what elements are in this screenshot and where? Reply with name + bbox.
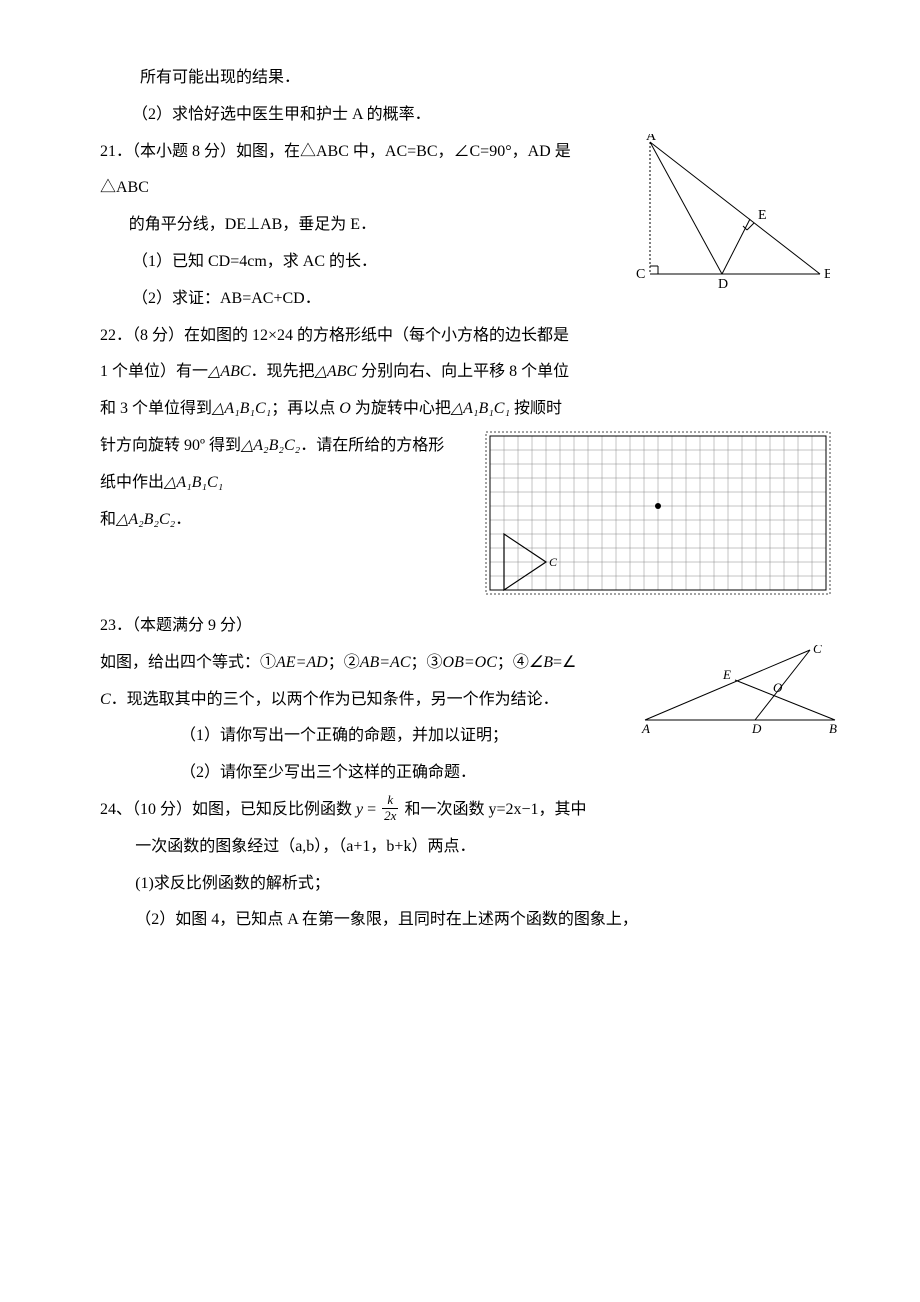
q22-o: O [339,400,351,417]
q22-abc: △ABC [208,363,251,380]
q22-l3a: 和 3 个单位得到 [100,400,212,417]
q22-a1c: △A₁B₁C₁ [164,474,223,491]
q24-p1: (1)求反比例函数的解析式； [100,866,840,903]
q23-eq1: AE=AD [276,654,328,671]
q22-l5b: ． [175,511,191,528]
q24-l1: 24、（10 分）如图，已知反比例函数 y = k2x 和一次函数 y=2x−1… [100,792,840,829]
svg-text:D: D [751,721,762,736]
q22-a2: △A₂B₂C₂ [241,437,300,454]
q24-l1a: 24、（10 分）如图，已知反比例函数 [100,801,356,818]
q20-line1: 所有可能出现的结果． [100,60,840,97]
q22-l3: 和 3 个单位得到△A₁B₁C₁；再以点 O 为旋转中心把△A₁B₁C₁ 按顺时 [100,391,840,428]
q21-figure: A C B D E [610,134,830,289]
q24-l2: 一次函数的图象经过（a,b），（a+1，b+k）两点． [100,829,840,866]
q23-l1a: 如图，给出四个等式：① [100,654,276,671]
q23-l1d: ；④ [497,654,529,671]
q23-eq3: OB=OC [443,654,497,671]
q22-l5a: 和 [100,511,116,528]
q23-eqb: ∠B [529,654,553,671]
q22-l2a: 1 个单位）有一 [100,363,208,380]
q22-a1: △A₁B₁C₁ [212,400,271,417]
q24-num: k [382,793,398,808]
svg-text:O: O [773,680,783,695]
svg-text:B: B [829,721,837,736]
svg-text:A: A [641,721,650,736]
q23-l1c: ；③ [411,654,443,671]
q24-l1b: 和一次函数 y=2x−1，其中 [400,801,586,818]
q24-den: 2x [382,809,398,823]
q20-line2: （2）求恰好选中医生甲和护士 A 的概率． [100,97,840,134]
q22-l1: 22．（8 分）在如图的 12×24 的方格形纸中（每个小方格的边长都是 [100,318,840,355]
q22-a2b: △A₂B₂C₂ [116,511,175,528]
q22-l2c: 分别向右、向上平移 8 个单位 [357,363,569,380]
q23-p2: （2）请你至少写出三个这样的正确命题． [100,755,840,792]
q23-l2t: ．现选取其中的三个，以两个作为已知条件，另一个作为结论． [111,691,559,708]
q22-abc2: △ABC [315,363,358,380]
q24-fraction: k2x [382,793,398,823]
q22-a1b: △A₁B₁C₁ [451,400,510,417]
svg-text:C: C [549,555,558,569]
svg-text:C: C [636,267,645,282]
q23-eqc: C [100,691,111,708]
q23-h: 23．（本题满分 9 分） [100,608,840,645]
q24-eq: = [363,801,380,818]
q22-l4a: 针方向旋转 90º 得到 [100,437,241,454]
q23-l1b: ；② [328,654,360,671]
q23-eqeq: =∠ [553,654,576,671]
q23-eq2: AB=AC [360,654,411,671]
q24-p2: （2）如图 4，已知点 A 在第一象限，且同时在上述两个函数的图象上， [100,902,840,939]
q23-figure: A B C D E O [640,645,840,740]
svg-text:E: E [758,208,767,223]
svg-text:D: D [718,277,728,289]
svg-text:E: E [722,667,731,682]
svg-text:B: B [824,267,830,282]
q22-l2: 1 个单位）有一△ABC．现先把△ABC 分别向右、向上平移 8 个单位 [100,354,840,391]
q22-l3c: 为旋转中心把 [351,400,451,417]
svg-text:C: C [813,645,822,656]
q22-l3b: ；再以点 [271,400,339,417]
q22-l3d: 按顺时 [510,400,562,417]
svg-text:A: A [646,134,657,144]
q22-l2b: ．现先把 [251,363,315,380]
q22-figure: C [480,428,840,598]
